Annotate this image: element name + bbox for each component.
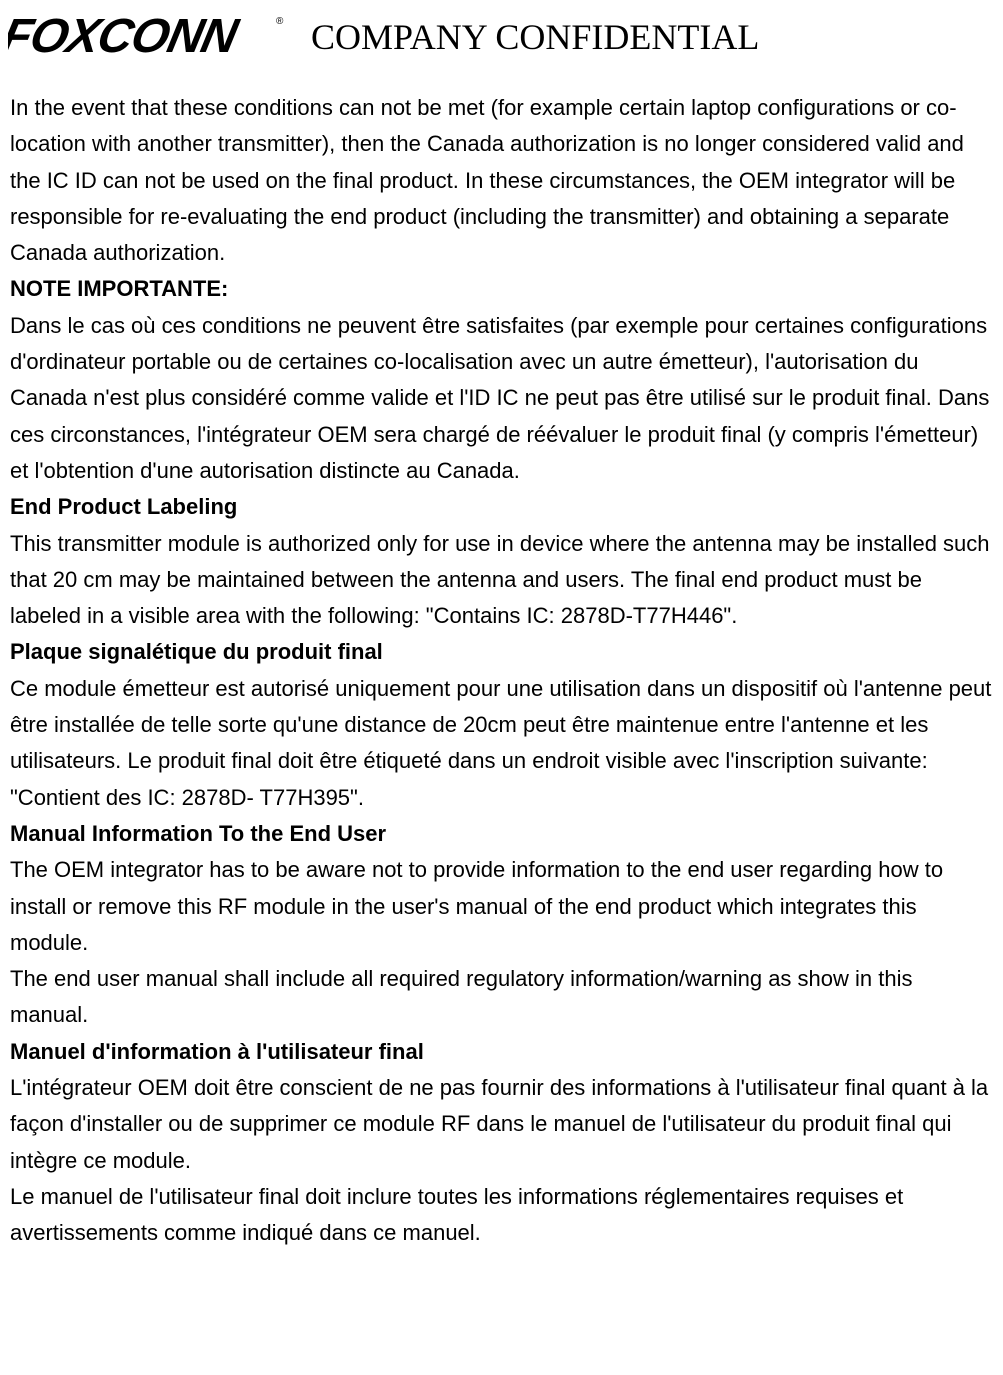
foxconn-logo: FOXCONN ®: [8, 12, 293, 62]
heading-note-importante: NOTE IMPORTANTE:: [10, 271, 995, 307]
page-header: FOXCONN ® COMPANY CONFIDENTIAL: [8, 12, 997, 62]
heading-plaque-signaletique: Plaque signalétique du produit final: [10, 634, 995, 670]
paragraph-3: This transmitter module is authorized on…: [10, 526, 995, 635]
heading-end-product-labeling: End Product Labeling: [10, 489, 995, 525]
paragraph-8: Le manuel de l'utilisateur final doit in…: [10, 1179, 995, 1252]
paragraph-6: The end user manual shall include all re…: [10, 961, 995, 1034]
document-body: In the event that these conditions can n…: [8, 90, 997, 1252]
paragraph-7: L'intégrateur OEM doit être conscient de…: [10, 1070, 995, 1179]
paragraph-5: The OEM integrator has to be aware not t…: [10, 852, 995, 961]
heading-manuel-information: Manuel d'information à l'utilisateur fin…: [10, 1034, 995, 1070]
heading-manual-information: Manual Information To the End User: [10, 816, 995, 852]
paragraph-4: Ce module émetteur est autorisé uniqueme…: [10, 671, 995, 816]
svg-text:FOXCONN: FOXCONN: [8, 12, 243, 62]
svg-text:®: ®: [276, 16, 284, 27]
paragraph-2: Dans le cas où ces conditions ne peuvent…: [10, 308, 995, 489]
paragraph-1: In the event that these conditions can n…: [10, 90, 995, 271]
confidential-title: COMPANY CONFIDENTIAL: [311, 16, 759, 58]
